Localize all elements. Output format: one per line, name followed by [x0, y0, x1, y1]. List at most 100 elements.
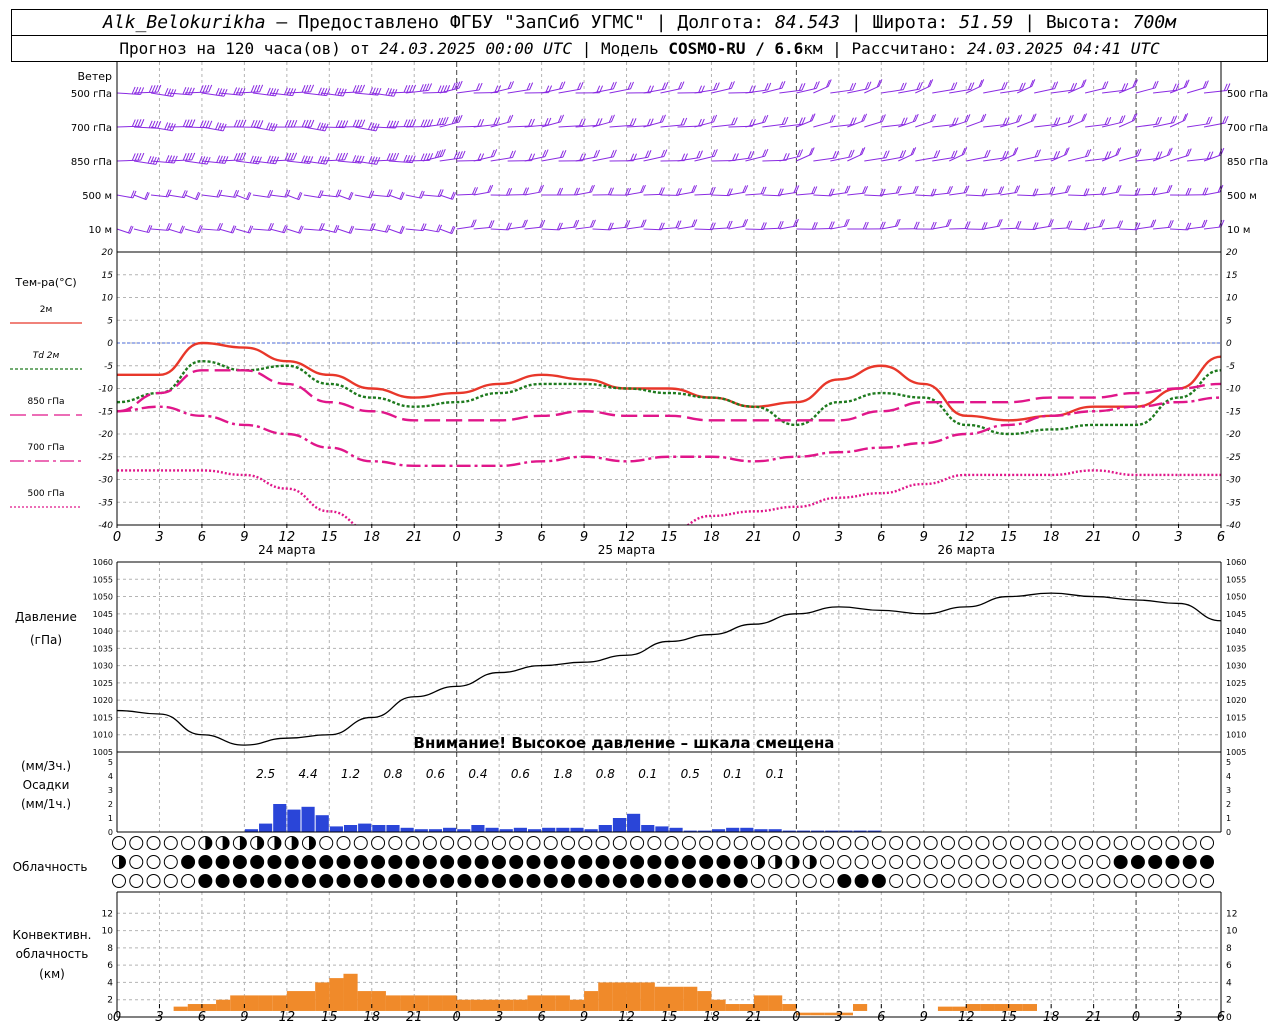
wind-barb-flag: [352, 119, 357, 127]
wind-barb-flag: [284, 153, 289, 161]
wind-barb: [1136, 226, 1153, 230]
wind-barb-flag: [734, 153, 739, 161]
temp-series-line: [117, 359, 1221, 436]
wind-barb-flag: [172, 89, 177, 97]
wind-barb-flag: [130, 190, 135, 198]
wind-barb-flag: [1032, 113, 1037, 121]
wind-barb-flag: [147, 155, 152, 164]
wind-barb-flag: [811, 186, 816, 194]
wind-barb-flag: [559, 150, 564, 158]
cloud-symbol: [595, 855, 610, 869]
conv-ytick-right: 12: [1226, 909, 1237, 919]
wind-barb: [388, 194, 402, 200]
wind-barb: [830, 89, 853, 94]
wind-barb-flag: [403, 154, 408, 163]
cloud-symbol: [112, 874, 126, 888]
cloud-symbol: [491, 855, 506, 869]
wind-barb-flag: [711, 149, 716, 158]
wind-barb-flag: [505, 222, 510, 230]
wind-barb: [898, 88, 920, 94]
wind-barb: [354, 228, 373, 231]
wind-barb: [269, 228, 285, 234]
wind-barb-flag: [589, 219, 594, 228]
cloud-symbol: [595, 836, 610, 850]
wind-barb-flag: [777, 188, 782, 196]
conv-bar: [725, 1004, 740, 1011]
wind-barb-flag: [709, 187, 714, 195]
prec-bar: [740, 827, 754, 832]
wind-barb-flag: [185, 152, 190, 161]
wind-barb: [388, 160, 413, 164]
wind-barb-flag: [903, 117, 908, 125]
wind-barb-flag: [140, 119, 145, 127]
pres-ytick-right: 1010: [1226, 731, 1246, 740]
wind-barb: [898, 153, 913, 162]
wind-barb-flag: [547, 117, 552, 126]
cloud-symbol: [906, 836, 921, 850]
wind-barb-flag: [496, 117, 501, 125]
wind-barb-flag: [326, 88, 331, 96]
cloudiness-panel: Облачность: [13, 836, 1215, 888]
wind-barb-flag: [573, 187, 578, 196]
wind-barb-flag: [813, 81, 818, 90]
wind-barb-flag: [437, 189, 442, 197]
wind-barb-flag: [630, 81, 634, 90]
wind-barb: [1170, 228, 1188, 231]
x-tick-label: 9: [580, 530, 588, 545]
wind-barb-flag: [542, 149, 547, 158]
header-dash: –: [265, 12, 299, 33]
cloud-symbol: [889, 874, 904, 888]
wind-barb-flag: [1049, 219, 1054, 227]
conv-bar: [1022, 1004, 1037, 1011]
cloud-symbol: [647, 855, 662, 869]
wind-barb: [371, 194, 390, 198]
wind-barb-flag: [1117, 220, 1121, 228]
wind-barb-flag: [191, 119, 196, 127]
wind-barb-flag: [850, 149, 855, 158]
wind-barb-flag: [589, 185, 594, 193]
cloud-symbol: [336, 874, 351, 888]
wind-barb-flag: [663, 149, 668, 157]
wind-barb-flag: [1102, 81, 1107, 90]
wind-barb-flag: [715, 82, 720, 90]
conv-ytick-right: 4: [1226, 978, 1232, 988]
wind-barb-flag: [451, 82, 456, 91]
wind-barb-flag: [420, 119, 425, 127]
wind-barb: [745, 89, 768, 94]
wind-barb-flag: [996, 219, 1001, 227]
wind-barb: [167, 92, 192, 96]
cloud-symbol: [716, 836, 731, 850]
wind-barb-flag: [779, 81, 784, 89]
x-tick-label: 12: [958, 1010, 975, 1024]
wind-barb: [439, 87, 460, 94]
cloud-symbol: [526, 855, 541, 869]
wind-barb-flag: [630, 153, 635, 161]
wind-barb-flag: [730, 81, 735, 89]
wind-barb-flag: [947, 218, 952, 227]
prec-ytick-left: 5: [108, 758, 113, 767]
wind-barb-flag: [927, 79, 932, 88]
prec-total: 0.8: [596, 767, 615, 781]
temp-ytick-right: 0: [1226, 339, 1232, 349]
wind-barb-flag: [238, 87, 243, 96]
wind-barb-flag: [1069, 114, 1074, 123]
wind-barb-flag: [1056, 150, 1061, 159]
wind-barb-flag: [148, 225, 153, 233]
wind-barb-flag: [647, 150, 652, 158]
wind-barb: [1186, 87, 1206, 94]
prec-ytick-right: 4: [1226, 772, 1231, 781]
prec-total: 0.8: [383, 767, 402, 781]
wind-barb-flag: [728, 220, 733, 229]
wind-barb-flag: [951, 117, 956, 126]
wind-barb: [473, 155, 494, 162]
wind-barb-flag: [171, 155, 175, 163]
wind-barb: [745, 155, 766, 162]
wind-barb-flag: [406, 119, 411, 127]
wind-barb: [116, 159, 141, 162]
wind-barb-flag: [726, 188, 731, 196]
cloud-symbol: [647, 874, 662, 888]
wind-barb: [1000, 121, 1019, 128]
wind-barb: [150, 228, 169, 231]
wind-barb-flag: [986, 149, 991, 158]
cloud-symbol: [785, 836, 800, 850]
